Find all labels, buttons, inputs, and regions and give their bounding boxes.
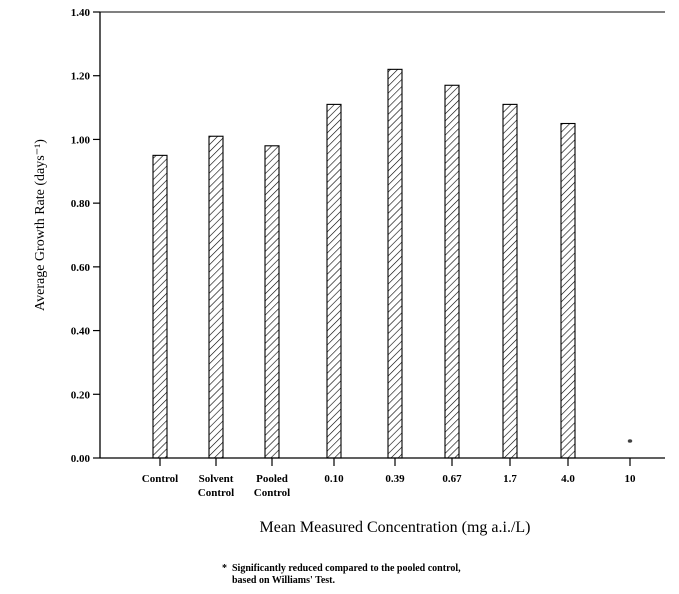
y-axis-ticks: 0.00 0.20 0.40 0.60 0.80 1.00 1.20 1.40 — [71, 7, 100, 465]
footnote-line-2: based on Williams' Test. — [232, 575, 335, 586]
bar — [326, 103, 342, 459]
x-tick-label: Control — [142, 473, 178, 485]
y-tick-label: 1.00 — [71, 134, 91, 146]
footnote: * Significantly reduced compared to the p… — [222, 563, 642, 587]
footnote-line-1: Significantly reduced compared to the po… — [232, 563, 461, 574]
axes — [99, 11, 665, 459]
bar — [502, 103, 518, 459]
y-tick-label: 0.20 — [71, 389, 91, 401]
bar — [444, 84, 460, 459]
y-tick-label: 0.40 — [71, 326, 91, 338]
y-tick-label: 1.40 — [71, 7, 91, 19]
y-axis-title: Average Growth Rate (days⁻¹) — [33, 139, 48, 311]
x-axis-title: Mean Measured Concentration (mg a.i./L) — [259, 519, 530, 536]
x-tick-label: 0.10 — [324, 473, 344, 485]
x-tick-label: 4.0 — [561, 473, 575, 485]
y-tick-label: 0.80 — [71, 198, 91, 210]
x-tick-label: 0.39 — [385, 473, 405, 485]
bar — [560, 122, 576, 459]
x-tick-label: Solvent — [199, 473, 234, 485]
bar — [387, 68, 403, 459]
footnote-marker: * — [222, 563, 227, 574]
bar — [208, 135, 224, 459]
x-tick-label: Control — [254, 487, 290, 499]
significance-marker: * — [627, 437, 633, 449]
x-tick-label: 10 — [625, 473, 637, 485]
bar — [152, 154, 168, 459]
y-tick-label: 1.20 — [71, 71, 91, 83]
y-tick-label: 0.60 — [71, 262, 91, 274]
x-tick-label: 0.67 — [442, 473, 462, 485]
x-tick-label: 1.7 — [503, 473, 517, 485]
bars: * — [152, 68, 633, 459]
x-tick-label: Pooled — [256, 473, 288, 485]
y-tick-label: 0.00 — [71, 453, 91, 465]
bar — [264, 145, 280, 459]
x-tick-label: Control — [198, 487, 234, 499]
x-axis-tick-labels: Control Solvent Control Pooled Control 0.10 0.… — [142, 458, 636, 499]
